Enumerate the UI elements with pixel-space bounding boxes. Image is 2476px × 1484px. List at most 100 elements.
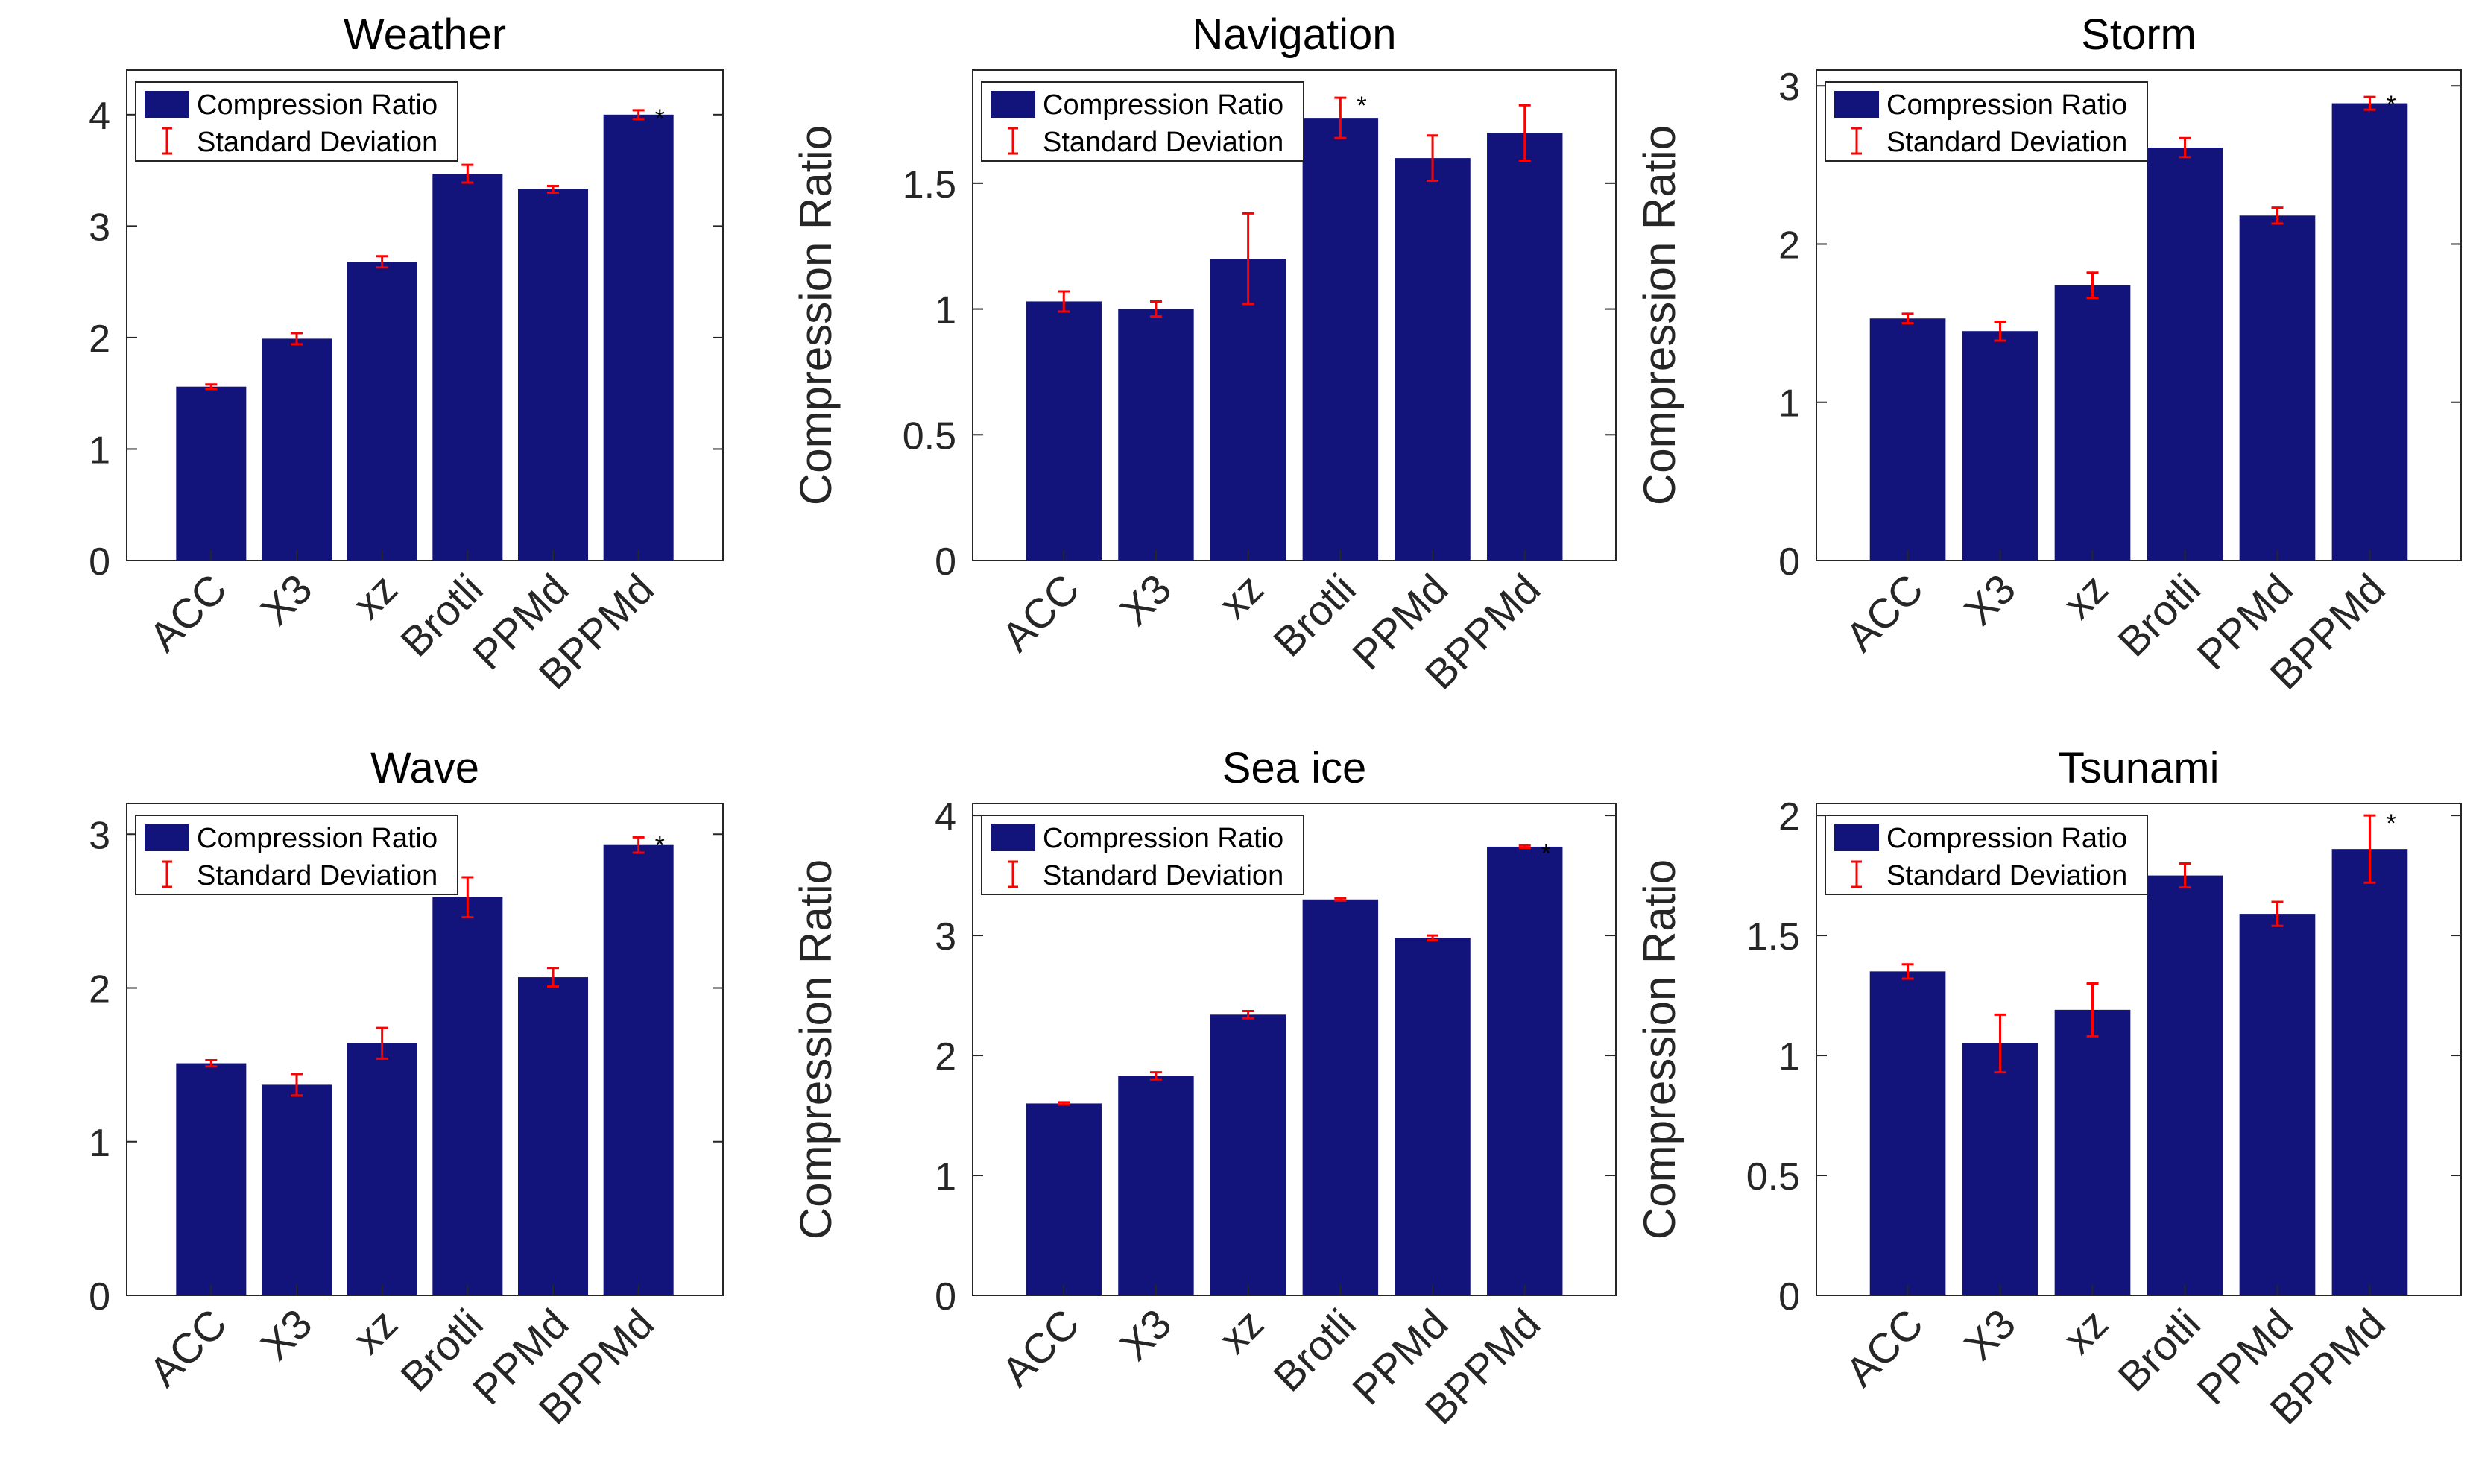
y-tick-label: 1.5	[1746, 915, 1800, 959]
chart-title: Sea ice	[1222, 744, 1366, 792]
bar-ppmd	[517, 189, 589, 561]
legend-box	[981, 815, 1304, 895]
legend-bar-label: Compression Ratio	[1886, 89, 2127, 121]
legend-error-label: Standard Deviation	[197, 860, 438, 891]
bar-x3	[1118, 309, 1194, 561]
chart-title: Tsunami	[2059, 744, 2220, 792]
y-tick-label: 3	[1778, 66, 1800, 109]
y-tick-label: 1	[935, 289, 956, 332]
y-tick-label: 0	[1778, 540, 1800, 584]
bar-xz	[1210, 1014, 1286, 1295]
bar-brotli	[432, 174, 503, 561]
x-tick-label: ACC	[993, 1300, 1088, 1395]
plot-frame	[1816, 69, 2462, 561]
bar-x3	[1962, 1043, 2038, 1295]
x-tick-label: ACC	[140, 565, 236, 660]
y-axis-label: Compression Ratio	[791, 125, 841, 505]
y-tick-label: 1	[89, 1122, 110, 1165]
x-tick-label: X3	[1955, 1300, 2024, 1369]
x-tick-label: xz	[344, 565, 406, 628]
legend: Compression Ratio Standard Deviation	[981, 81, 1304, 162]
bar-bppmd	[2331, 103, 2408, 561]
x-tick-label: X3	[1955, 565, 2024, 634]
chart-panel-1: WeatherCompression Ratio01234ACCX3xzBrot…	[89, 10, 724, 698]
x-tick-label: xz	[344, 1300, 406, 1363]
legend-bar-swatch	[1834, 824, 1879, 851]
best-marker: *	[2386, 809, 2396, 838]
best-marker: *	[1541, 839, 1551, 868]
x-tick-label: xz	[2054, 1300, 2117, 1363]
legend: Compression Ratio Standard Deviation	[135, 81, 458, 162]
y-tick-label: 0	[89, 540, 110, 584]
x-tick-label: ACC	[1837, 1300, 1932, 1395]
y-tick-label: 2	[1778, 795, 1800, 839]
x-tick-label: X3	[1111, 565, 1180, 634]
legend-bar-swatch	[145, 91, 189, 118]
y-tick-label: 3	[935, 915, 956, 959]
bar-x3	[1118, 1076, 1194, 1295]
bar-bppmd	[603, 114, 674, 561]
legend-bar-swatch	[991, 91, 1035, 118]
y-tick-label: 0	[935, 540, 956, 584]
legend-bar-swatch	[1834, 91, 1879, 118]
x-tick-label: X3	[252, 565, 321, 634]
y-axis-label: Compression Ratio	[1635, 125, 1684, 505]
bar-acc	[176, 1063, 247, 1295]
y-axis-label: Compression Ratio	[1635, 859, 1684, 1240]
bar-xz	[347, 1043, 417, 1295]
legend-bar-label: Compression Ratio	[197, 89, 438, 121]
x-tick-label: ACC	[140, 1300, 236, 1395]
chart-panel-6: Tsunami Compression Ratio 0 0.5 1 1.5 2 ACC X3 xz…	[1635, 744, 2462, 1433]
legend-bar-label: Compression Ratio	[1886, 823, 2127, 854]
x-tick-label: ACC	[993, 565, 1088, 660]
x-tick-label: xz	[2054, 565, 2117, 628]
best-marker: *	[2386, 91, 2396, 119]
x-tick-label: ACC	[1837, 565, 1932, 660]
chart-panel-4: WaveCompression Ratio0123ACCX3xzBrotliPP…	[89, 744, 724, 1433]
y-tick-label: 1.5	[903, 163, 956, 206]
bar-ppmd	[2239, 914, 2316, 1295]
legend: Compression Ratio Standard Deviation	[1825, 815, 2148, 895]
y-tick-label: 1	[1778, 1035, 1800, 1079]
y-tick-label: 2	[89, 318, 110, 361]
best-marker: *	[655, 831, 665, 859]
bar-brotli	[432, 897, 503, 1295]
y-tick-label: 2	[935, 1035, 956, 1079]
bar-acc	[176, 386, 247, 561]
y-tick-label: 0.5	[1746, 1155, 1800, 1199]
plot-frame	[126, 803, 724, 1296]
bar-xz	[1210, 259, 1286, 561]
plot-frame	[1816, 803, 2462, 1296]
bar-ppmd	[1395, 158, 1471, 561]
legend-error-label: Standard Deviation	[1886, 860, 2127, 891]
bar-bppmd	[603, 844, 674, 1295]
y-tick-label: 4	[935, 795, 956, 839]
legend-error-label: Standard Deviation	[1886, 127, 2127, 158]
bar-brotli	[1302, 899, 1379, 1295]
y-tick-label: 1	[89, 429, 110, 472]
legend-error-label: Standard Deviation	[1043, 860, 1283, 891]
legend-bar-swatch	[145, 824, 189, 851]
bar-ppmd	[2239, 215, 2316, 561]
y-tick-label: 1	[935, 1155, 956, 1199]
plot-frame	[126, 69, 724, 561]
legend-error-label: Standard Deviation	[1043, 127, 1283, 158]
legend-bar-label: Compression Ratio	[1043, 89, 1283, 121]
bar-ppmd	[517, 977, 589, 1295]
y-tick-label: 2	[89, 968, 110, 1011]
y-tick-label: 2	[1778, 224, 1800, 267]
bar-brotli	[2147, 148, 2223, 561]
x-tick-label: xz	[1210, 565, 1272, 628]
bar-acc	[1026, 301, 1102, 561]
plot-frame	[972, 69, 1617, 561]
bar-x3	[261, 338, 332, 561]
chart-title: Wave	[370, 744, 479, 792]
y-tick-label: 0	[1778, 1275, 1800, 1319]
legend-bar-swatch	[991, 824, 1035, 851]
bar-x3	[261, 1084, 332, 1295]
y-tick-label: 3	[89, 814, 110, 857]
y-tick-label: 1	[1778, 382, 1800, 426]
bar-bppmd	[2331, 849, 2408, 1295]
y-axis-label: Compression Ratio	[791, 859, 841, 1240]
